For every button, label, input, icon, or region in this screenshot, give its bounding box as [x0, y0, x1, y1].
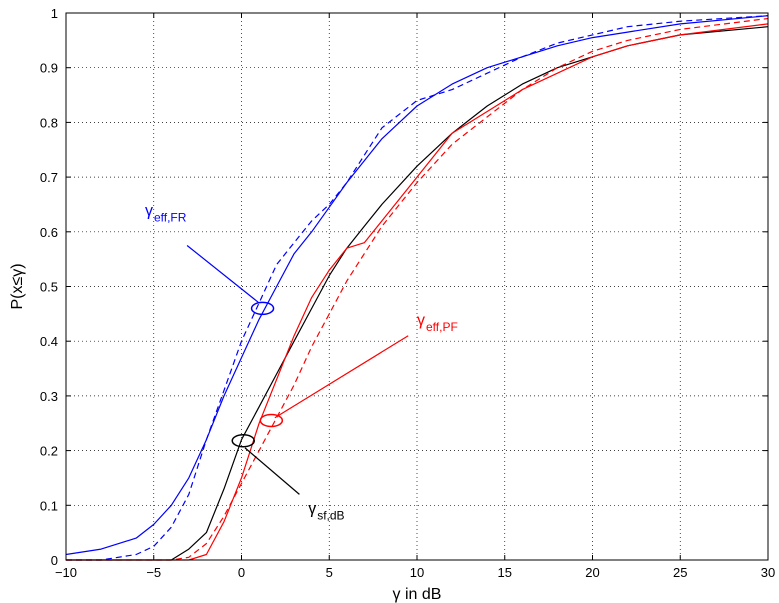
annotation-pointer-2: [244, 447, 300, 495]
x-axis-label: γ in dB: [393, 586, 442, 603]
x-tick-label: −5: [146, 565, 161, 580]
annotation-subscript-2: sf,dB: [317, 509, 344, 523]
y-tick-label: 0.3: [40, 389, 58, 404]
annotation-label-1: γ: [417, 312, 425, 329]
annotations: γ eff,FRγ eff,PFγ sf,dB: [145, 202, 458, 522]
x-tick-label: 25: [673, 565, 687, 580]
y-tick-label: 0.7: [40, 170, 58, 185]
series-line-1: [66, 15, 769, 561]
annotation-pointer-1: [274, 335, 409, 419]
series-line-4: [66, 17, 769, 561]
series-line-3: [66, 23, 769, 561]
annotation-label-0: γ: [145, 202, 153, 219]
y-tick-label: 0.5: [40, 280, 58, 295]
y-tick-label: 0.9: [40, 61, 58, 76]
y-tick-label: 0.2: [40, 444, 58, 459]
annotation-label-2: γ: [308, 501, 316, 518]
annotation-subscript-1: eff,PF: [426, 320, 458, 334]
axis-ticks: −10 −5 0 5 10 15 20 25 30 0 0.1 0.2 0.3 0.4 0.5 0.6 0.7 0…: [40, 6, 775, 580]
annotation-ellipse-0: [250, 301, 275, 316]
annotation-pointer-0: [186, 245, 260, 304]
y-tick-label: 0.4: [40, 334, 58, 349]
x-tick-label: 15: [498, 565, 512, 580]
x-tick-label: 30: [761, 565, 775, 580]
grid: [66, 13, 768, 560]
y-axis-label: P(x≤γ): [9, 263, 26, 309]
y-tick-label: 0.8: [40, 115, 58, 130]
series-group: [65, 15, 769, 561]
y-tick-label: 1: [51, 6, 58, 21]
x-tick-label: 20: [585, 565, 599, 580]
annotation-ellipse-1: [259, 413, 284, 428]
x-tick-label: 10: [410, 565, 424, 580]
annotation-subscript-0: eff,FR: [154, 210, 187, 224]
x-tick-label: −10: [55, 565, 77, 580]
series-line-0: [65, 15, 769, 556]
y-tick-label: 0.1: [40, 498, 58, 513]
x-tick-label: 0: [238, 565, 245, 580]
y-tick-label: 0: [51, 553, 58, 568]
y-tick-label: 0.6: [40, 225, 58, 240]
annotation-ellipse-2: [231, 434, 256, 448]
x-tick-label: 5: [326, 565, 333, 580]
